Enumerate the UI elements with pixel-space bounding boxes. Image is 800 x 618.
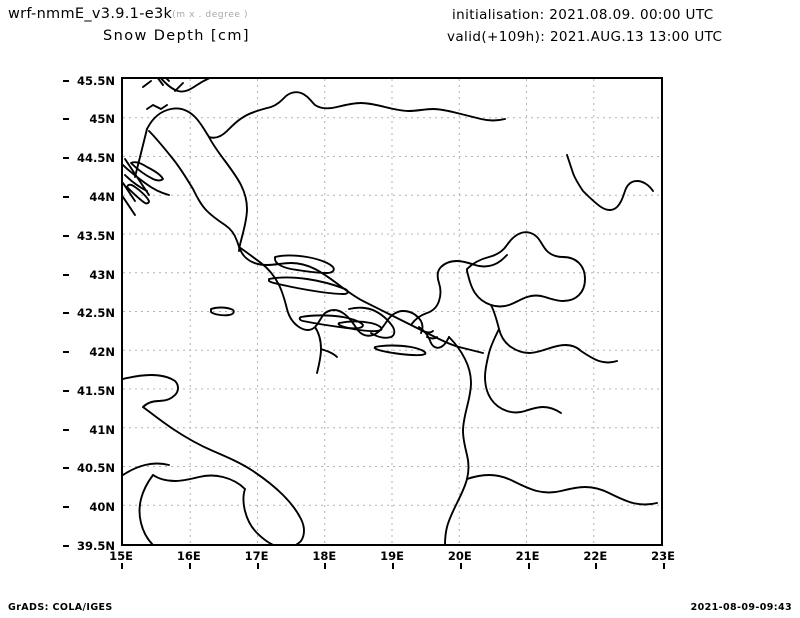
y-tick-40-5n: 40.5N (63, 461, 115, 475)
island-krk (130, 161, 164, 182)
map-canvas (123, 79, 661, 544)
x-tick-20e: 20E (437, 549, 483, 569)
x-tick-21e: 21E (505, 549, 551, 569)
y-tick-40n: 40N (63, 500, 115, 514)
border-croatia-hungary (160, 79, 210, 93)
coastline-border-layer (123, 79, 658, 544)
coastline-dalmatia (134, 128, 484, 354)
coastline-italy-puglia (142, 406, 305, 544)
valid-time: valid(+109h): 2021.AUG.13 13:00 UTC (447, 29, 723, 45)
coast-north-main (146, 91, 506, 139)
island-pag (126, 183, 150, 205)
border-kosovo (466, 231, 586, 308)
x-tick-22e: 22E (572, 549, 618, 569)
coastline-dubrovnik (348, 306, 396, 339)
y-tick-42-5n: 42.5N (63, 306, 115, 320)
border-north-croatia (142, 79, 184, 110)
coastline-italy-gargano (123, 374, 179, 408)
units-annotation: (m x . degree ) (172, 10, 249, 20)
x-tick-15e: 15E (98, 549, 144, 569)
x-tick-18e: 18E (301, 549, 347, 569)
coastline-italy-west (123, 462, 170, 476)
border-bosnia (238, 246, 424, 374)
y-tick-45-5n: 45.5N (63, 74, 115, 88)
island-mljet (373, 344, 427, 357)
coastline-montenegro (418, 326, 450, 349)
y-tick-39-5n: 39.5N (63, 539, 115, 553)
coastline-albania (444, 336, 472, 544)
render-timestamp: 2021-08-09-09:43 (690, 602, 792, 613)
border-serbia-drina (410, 254, 508, 326)
island-hvar (298, 314, 364, 330)
border-bosnia-nw (208, 136, 248, 252)
initialisation-time: initialisation: 2021.08.09. 00:00 UTC (452, 7, 714, 23)
x-tick-17e: 17E (234, 549, 280, 569)
border-greece (466, 474, 658, 506)
grads-credit: GrADS: COLA/IGES (8, 602, 113, 613)
map-plot-frame (121, 77, 663, 546)
coastline-italy-south (138, 474, 154, 544)
y-tick-44-5n: 44.5N (63, 151, 115, 165)
island-dugi-otok (274, 254, 335, 274)
coastline-istria (123, 158, 170, 216)
y-tick-44n: 44N (63, 190, 115, 204)
y-tick-42n: 42N (63, 345, 115, 359)
y-tick-43n: 43N (63, 268, 115, 282)
y-axis-labels: 39.5N 40N 40.5N 41N 41.5N 42N 42.5N 43N … (63, 74, 115, 553)
x-tick-23e: 23E (640, 549, 686, 569)
island-vis (210, 306, 235, 317)
x-tick-19e: 19E (369, 549, 415, 569)
y-tick-41n: 41N (63, 423, 115, 437)
page-title: Snow Depth [cm] (103, 28, 250, 44)
model-title: wrf-nmmE_v3.9.1-e3k(m x . degree ) (8, 6, 248, 22)
y-tick-45n: 45N (63, 112, 115, 126)
border-macedonia (484, 304, 618, 414)
x-tick-16e: 16E (166, 549, 212, 569)
border-serbia-bulgaria (566, 154, 654, 211)
model-title-text: wrf-nmmE_v3.9.1-e3k (8, 6, 173, 22)
island-brac (268, 276, 349, 295)
y-tick-41-5n: 41.5N (63, 384, 115, 398)
y-tick-43-5n: 43.5N (63, 229, 115, 243)
x-axis-labels: 15E 16E 17E 18E 19E 20E 21E 22E 23E (109, 549, 675, 569)
